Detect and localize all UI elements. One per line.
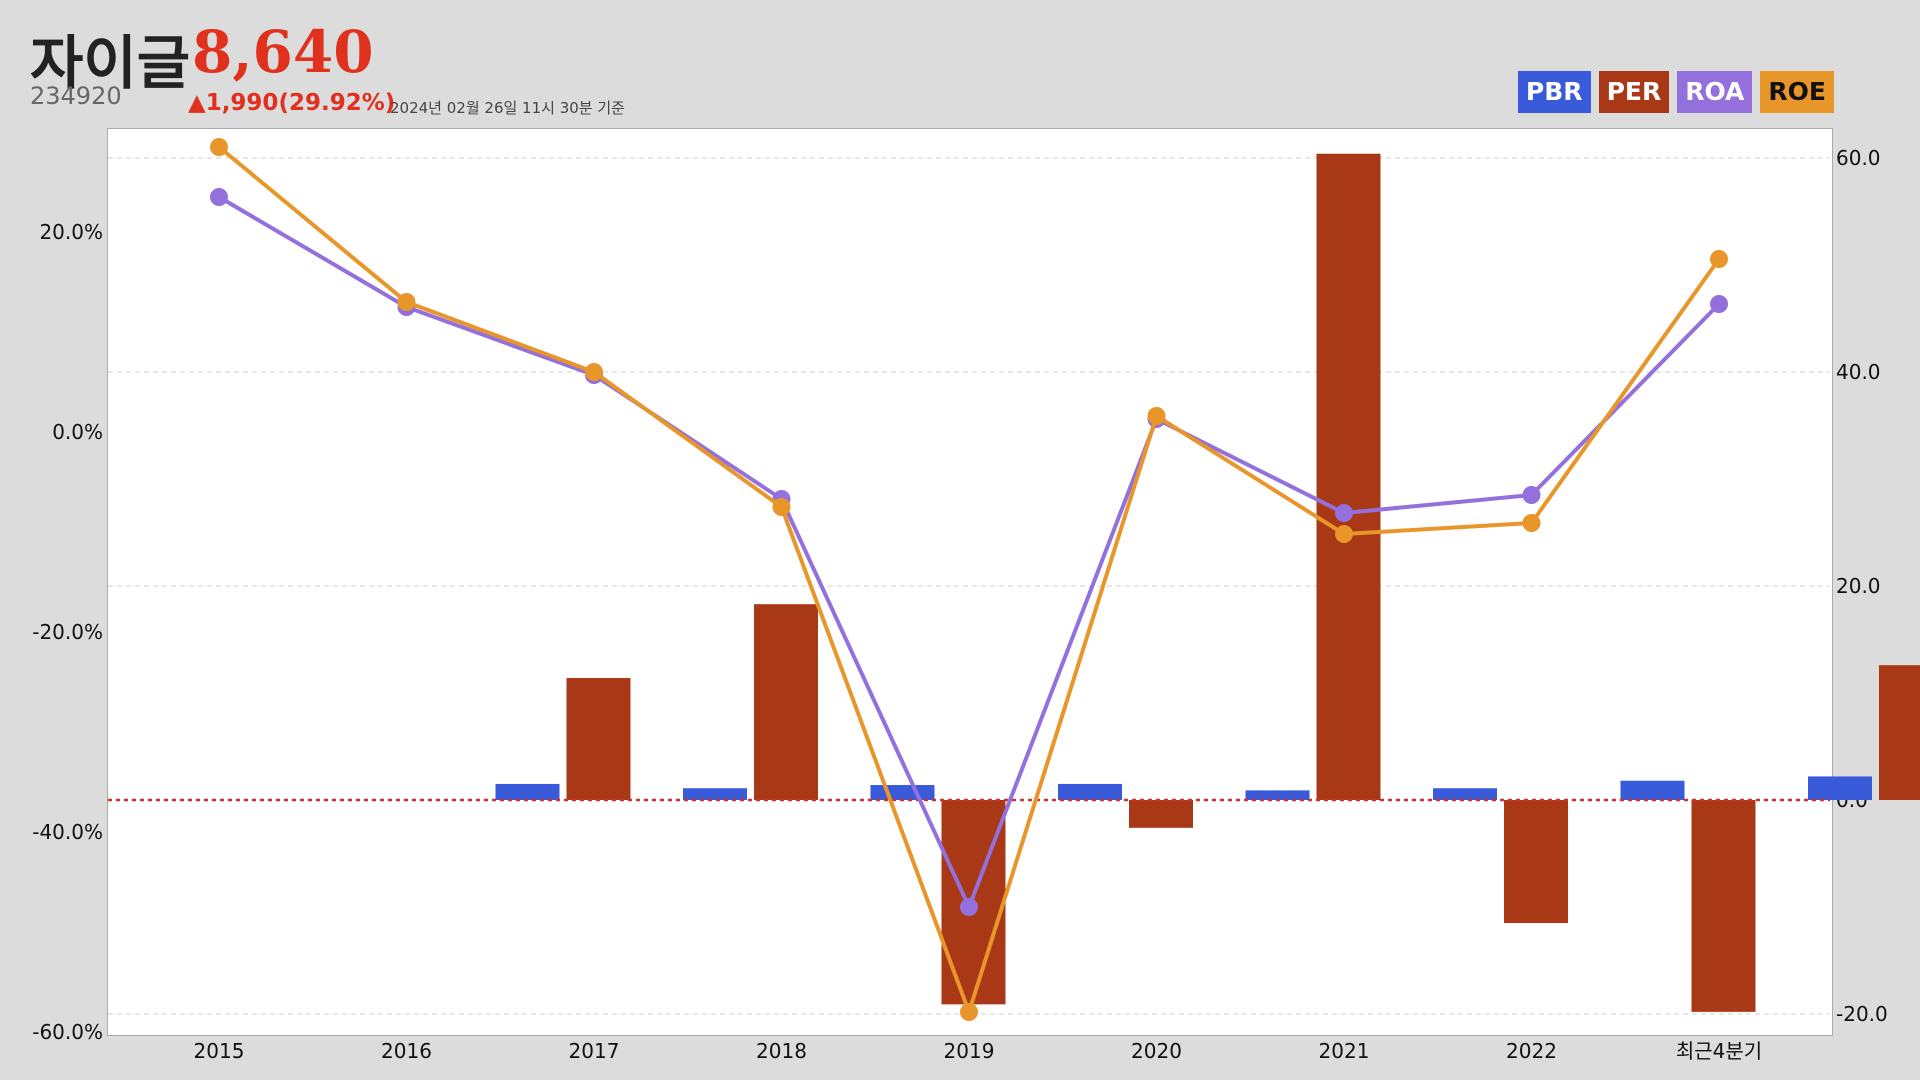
stock-code: 234920 <box>30 82 122 110</box>
point-roe <box>1335 525 1353 543</box>
price-change: ▲1,990(29.92%) <box>188 90 396 116</box>
left-axis-tick-label: 0.0% <box>52 420 103 444</box>
bar-per <box>1504 800 1568 924</box>
bar-pbr <box>1433 788 1497 800</box>
point-roa <box>1522 486 1541 504</box>
stock-price: 8,640 <box>192 18 374 86</box>
bar-pbr <box>1808 776 1872 800</box>
bar-pbr <box>1245 790 1310 800</box>
right-axis-tick-label: -20.0 <box>1836 1002 1888 1026</box>
legend-per[interactable]: PER <box>1598 71 1670 113</box>
bar-per <box>754 604 818 800</box>
x-axis-tick-label: 최근4분기 <box>1676 1039 1762 1063</box>
as-of-timestamp: 2024년 02월 26일 11시 30분 기준 <box>390 99 625 117</box>
point-roe <box>772 498 791 516</box>
bar-per <box>1129 800 1193 828</box>
x-axis-tick-label: 2018 <box>756 1039 807 1063</box>
legend-roe[interactable]: ROE <box>1760 71 1834 113</box>
point-roe <box>1710 250 1728 268</box>
right-axis-tick-label: 40.0 <box>1836 360 1881 384</box>
bar-per <box>1879 665 1920 800</box>
bar-per <box>566 678 631 800</box>
point-roa <box>1335 504 1353 522</box>
bar-pbr <box>683 788 747 800</box>
right-axis-tick-label: 20.0 <box>1836 574 1881 598</box>
x-axis-tick-label: 2019 <box>944 1039 995 1063</box>
point-roe <box>210 138 228 156</box>
right-axis-tick-label: 60.0 <box>1836 146 1881 170</box>
left-axis-tick-label: -40.0% <box>32 820 103 844</box>
point-roe <box>1147 407 1166 425</box>
point-roe <box>585 363 603 381</box>
chart-legend: PBR PER ROA ROE <box>1517 71 1834 113</box>
bar-pbr <box>495 783 560 800</box>
bar-pbr <box>870 785 935 800</box>
bar-pbr <box>1620 780 1685 800</box>
bar-per <box>1691 800 1756 1012</box>
point-roa <box>960 898 978 916</box>
x-axis-tick-label: 2022 <box>1506 1039 1557 1063</box>
stock-name: 자이글 <box>30 29 191 97</box>
point-roa <box>210 188 228 206</box>
x-axis-tick-label: 2016 <box>381 1039 432 1063</box>
left-axis-tick-label: -20.0% <box>32 620 103 644</box>
point-roe <box>397 293 416 311</box>
legend-roa[interactable]: ROA <box>1677 71 1753 113</box>
point-roe <box>1522 514 1541 532</box>
x-axis-tick-label: 2015 <box>194 1039 245 1063</box>
x-axis-tick-label: 2017 <box>569 1039 620 1063</box>
legend-pbr[interactable]: PBR <box>1517 71 1591 113</box>
point-roa <box>1710 295 1728 313</box>
point-roe <box>960 1003 978 1021</box>
left-axis-tick-label: -60.0% <box>32 1020 103 1044</box>
left-axis-tick-label: 20.0% <box>39 220 103 244</box>
x-axis-tick-label: 2020 <box>1131 1039 1182 1063</box>
bar-pbr <box>1058 783 1122 800</box>
x-axis-tick-label: 2021 <box>1319 1039 1370 1063</box>
bar-per <box>1316 153 1381 801</box>
